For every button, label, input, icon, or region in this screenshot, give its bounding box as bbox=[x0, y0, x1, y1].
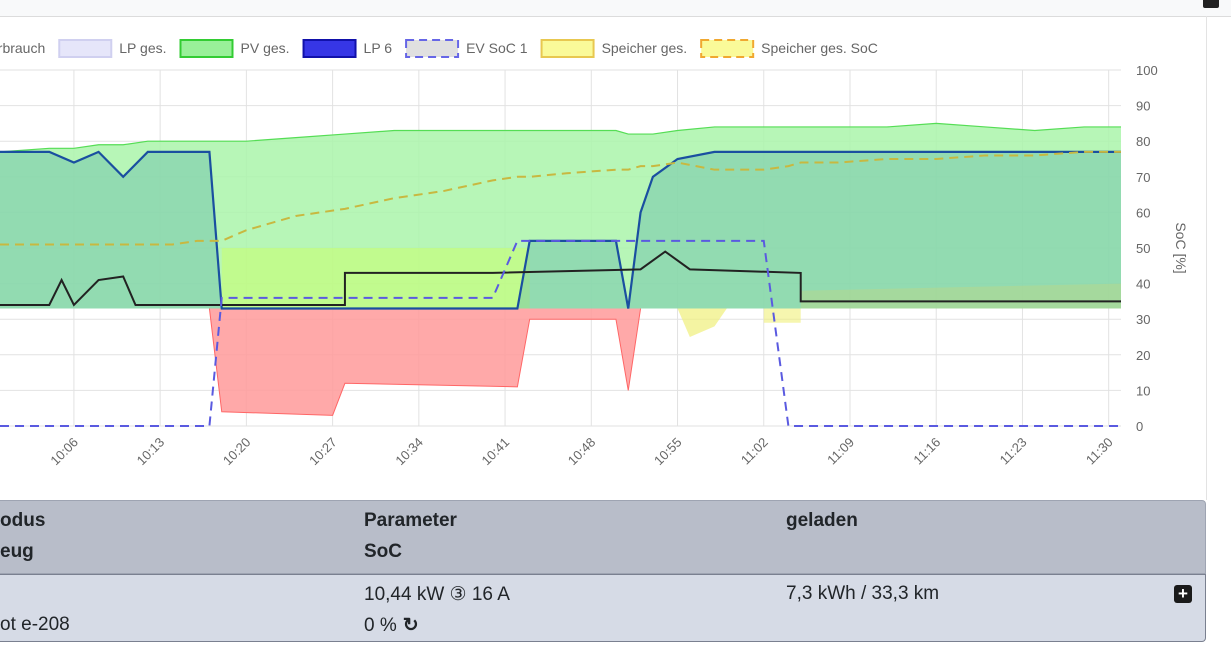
energy-chart: 0 10 20 30 40 50 60 70 80 90 100 SoC [%] 10:06 10:13 1… bbox=[0, 39, 1189, 469]
header-charged: geladen bbox=[786, 510, 858, 531]
x-tick-label: 11:02 bbox=[738, 435, 771, 468]
hausverbrauch-line bbox=[0, 250, 1121, 307]
x-tick-label: 11:16 bbox=[910, 435, 943, 468]
vehicle-name: ot e-208 bbox=[0, 614, 70, 635]
table-row[interactable]: ot e-208 10,44 kW ③ 16 A 0 % ↻ 7,3 kWh / … bbox=[0, 574, 1206, 642]
grid-import-line bbox=[208, 308, 642, 416]
legend-label: erbrauch bbox=[0, 40, 45, 56]
x-tick-label: 10:55 bbox=[651, 435, 685, 469]
y-tick-label: 10 bbox=[1136, 383, 1150, 398]
x-tick-label: 10:20 bbox=[220, 435, 254, 469]
legend-swatch bbox=[302, 39, 357, 58]
pv-line bbox=[0, 122, 1121, 153]
header-parameter: Parameter bbox=[364, 510, 457, 531]
card-border bbox=[1206, 16, 1207, 500]
legend-label: Speicher ges. SoC bbox=[761, 40, 878, 56]
y-tick-label: 30 bbox=[1136, 312, 1150, 327]
x-tick-label: 10:48 bbox=[565, 435, 599, 469]
x-tick-label: 10:06 bbox=[47, 435, 81, 469]
legend-label: Speicher ges. bbox=[602, 40, 688, 56]
y-tick-label: 0 bbox=[1136, 419, 1143, 434]
collapse-button[interactable] bbox=[1203, 0, 1219, 8]
header-mode: odus bbox=[0, 510, 46, 531]
legend-swatch bbox=[700, 39, 755, 58]
legend-label: PV ges. bbox=[241, 40, 290, 56]
x-tick-label: 10:27 bbox=[306, 435, 340, 469]
y-tick-label: 50 bbox=[1136, 241, 1150, 256]
charge-power: 10,44 kW ③ 16 A bbox=[364, 584, 510, 605]
y-axis-label: SoC [%] bbox=[1173, 222, 1189, 273]
legend-label: LP ges. bbox=[119, 40, 166, 56]
table-header: odus eug Parameter SoC geladen bbox=[0, 500, 1206, 574]
header-soc: SoC bbox=[364, 541, 402, 562]
charged-energy: 7,3 kWh / 33,3 km bbox=[786, 583, 940, 604]
legend-swatch bbox=[58, 39, 113, 58]
soc-value: 0 % bbox=[364, 615, 397, 636]
speicher-area bbox=[763, 283, 1121, 323]
legend-label: EV SoC 1 bbox=[466, 40, 528, 56]
vehicle-soc: 0 % ↻ bbox=[364, 614, 419, 637]
y-tick-label: 20 bbox=[1136, 348, 1150, 363]
top-bar bbox=[0, 0, 1231, 17]
y-tick-label: 80 bbox=[1136, 134, 1150, 149]
lp6-area bbox=[0, 151, 1121, 309]
ev-soc-line bbox=[0, 239, 1121, 427]
speicher-area bbox=[221, 248, 530, 309]
legend-swatch bbox=[179, 39, 234, 58]
legend-swatch bbox=[540, 39, 595, 58]
refresh-icon[interactable]: ↻ bbox=[402, 615, 419, 636]
x-tick-label: 11:30 bbox=[1083, 435, 1116, 468]
x-tick-label: 11:09 bbox=[824, 435, 857, 468]
x-tick-label: 10:13 bbox=[134, 435, 168, 469]
y-tick-label: 70 bbox=[1136, 170, 1150, 185]
legend-label: LP 6 bbox=[364, 40, 393, 56]
legend-swatch bbox=[405, 39, 460, 58]
header-vehicle: eug bbox=[0, 541, 34, 562]
y-tick-label: 100 bbox=[1136, 63, 1158, 78]
speicher-area bbox=[677, 308, 727, 337]
x-tick-label: 10:41 bbox=[479, 435, 513, 469]
x-tick-label: 11:23 bbox=[997, 435, 1030, 468]
y-tick-label: 40 bbox=[1136, 277, 1150, 292]
x-tick-label: 10:34 bbox=[392, 435, 426, 469]
grid-import-area bbox=[209, 308, 641, 416]
y-tick-label: 90 bbox=[1136, 99, 1150, 114]
y-tick-label: 60 bbox=[1136, 205, 1150, 220]
expand-icon[interactable]: + bbox=[1174, 585, 1192, 603]
charge-point-table: odus eug Parameter SoC geladen ot e-208 … bbox=[0, 500, 1206, 642]
